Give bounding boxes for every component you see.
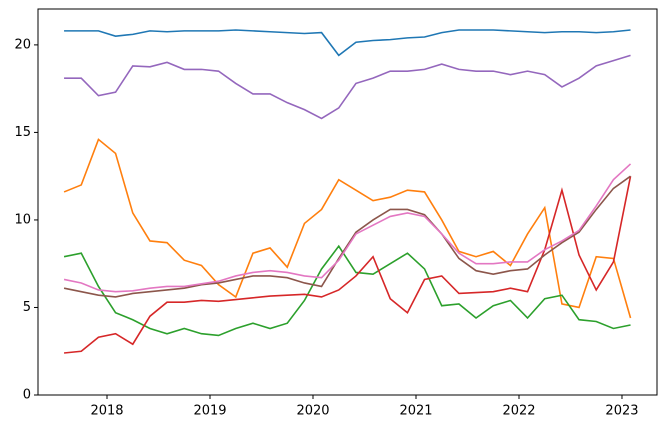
plot-frame <box>37 8 658 396</box>
y-tick-label: 10 <box>14 212 31 227</box>
series-line <box>63 244 631 337</box>
series-line <box>63 163 632 293</box>
y-tick-label: 20 <box>14 37 31 52</box>
x-tick-label: 2023 <box>605 404 638 419</box>
y-tick-label: 15 <box>14 125 31 140</box>
y-tick-label: 0 <box>23 388 31 403</box>
series-line <box>63 138 632 319</box>
x-tick-label: 2021 <box>399 404 432 419</box>
x-tick-label: 2018 <box>90 404 123 419</box>
x-tick-label: 2020 <box>296 404 329 419</box>
x-tick-label: 2022 <box>502 404 535 419</box>
series-line <box>64 29 631 57</box>
x-tick-label: 2019 <box>193 404 226 419</box>
series-line <box>63 175 631 298</box>
series-line <box>64 54 631 120</box>
y-tick-label: 5 <box>23 300 31 315</box>
series-line <box>63 176 632 354</box>
